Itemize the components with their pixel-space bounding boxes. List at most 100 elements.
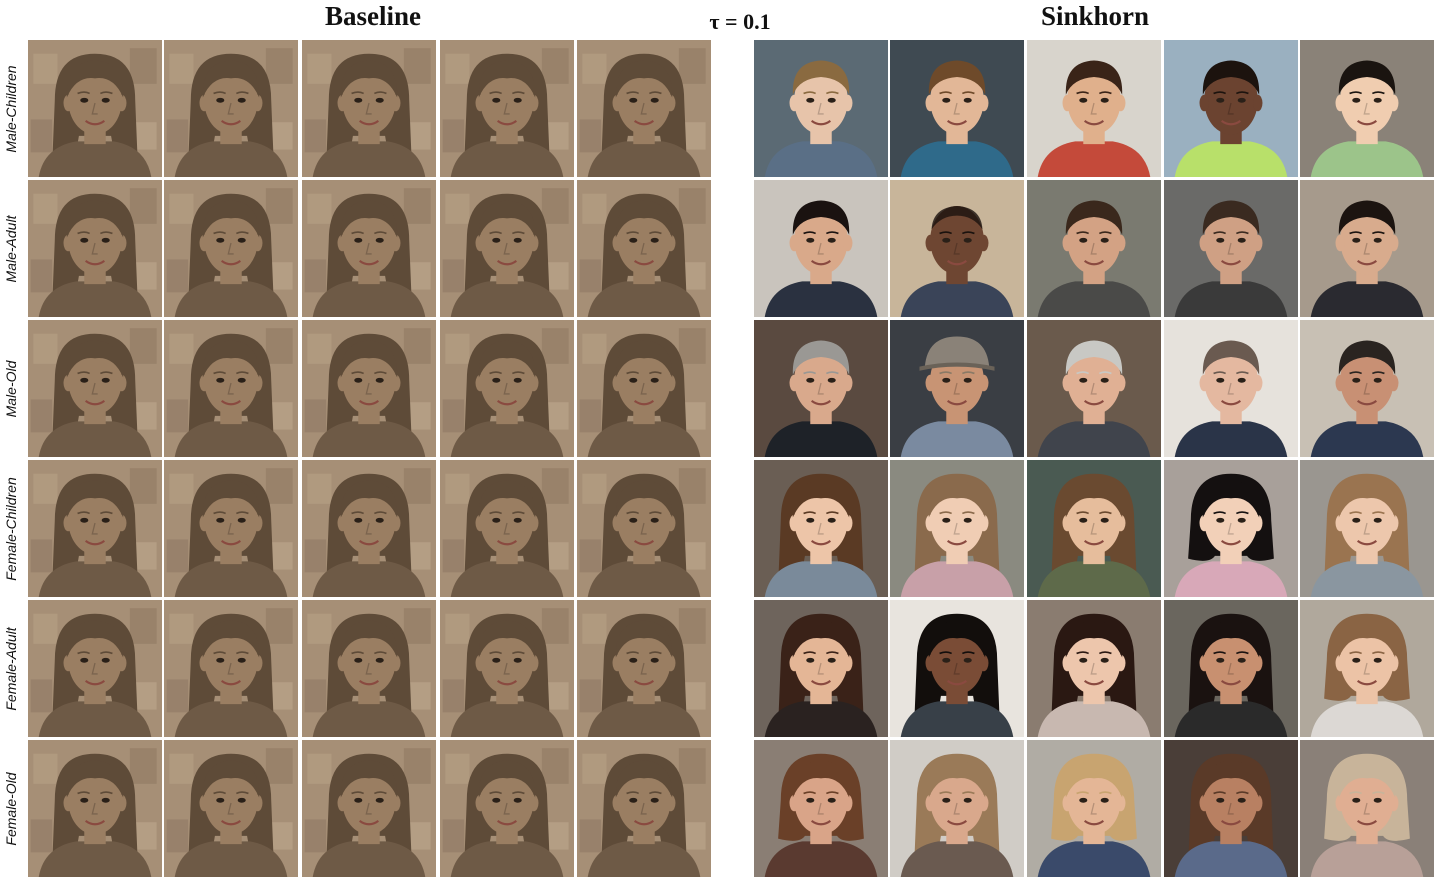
baseline-face-image-image xyxy=(164,460,298,597)
sinkhorn-face-image xyxy=(1164,180,1298,317)
sinkhorn-face-image-image xyxy=(1027,600,1161,737)
baseline-face-image-image xyxy=(28,740,162,877)
sinkhorn-face-image-image xyxy=(1164,600,1298,737)
baseline-face-image xyxy=(28,460,162,597)
sinkhorn-face-image-image xyxy=(1164,740,1298,877)
baseline-face-image xyxy=(302,40,436,177)
sinkhorn-heading: Sinkhorn xyxy=(1040,1,1150,31)
row-label: Female-Children xyxy=(0,460,22,597)
sinkhorn-face-image xyxy=(1027,740,1161,877)
row-label: Male-Children xyxy=(0,40,22,177)
baseline-face-image xyxy=(28,320,162,457)
baseline-face-image-image xyxy=(440,40,574,177)
sinkhorn-face-image-image xyxy=(1164,460,1298,597)
sinkhorn-face-image xyxy=(754,460,888,597)
baseline-face-image-image xyxy=(577,40,711,177)
sinkhorn-face-image xyxy=(754,600,888,737)
baseline-face-image-image xyxy=(28,460,162,597)
baseline-face-image-image xyxy=(577,320,711,457)
row-label-text: Female-Adult xyxy=(3,626,19,711)
sinkhorn-face-image xyxy=(1164,600,1298,737)
baseline-face-image xyxy=(577,320,711,457)
sinkhorn-face-image-image xyxy=(1027,40,1161,177)
sinkhorn-face-image xyxy=(1164,740,1298,877)
row-label: Female-Adult xyxy=(0,600,22,737)
baseline-face-image-image xyxy=(302,320,436,457)
sinkhorn-face-image xyxy=(754,40,888,177)
baseline-face-image-image xyxy=(164,600,298,737)
sinkhorn-face-image-image xyxy=(890,320,1024,457)
baseline-face-image xyxy=(164,180,298,317)
baseline-face-image-image xyxy=(164,180,298,317)
sinkhorn-face-image-image xyxy=(890,740,1024,877)
sinkhorn-face-image xyxy=(1300,600,1434,737)
sinkhorn-face-image xyxy=(754,320,888,457)
sinkhorn-face-image-image xyxy=(1300,320,1434,457)
baseline-face-image xyxy=(440,180,574,317)
baseline-heading: Baseline xyxy=(324,1,421,31)
sinkhorn-face-image-image xyxy=(890,40,1024,177)
sinkhorn-face-image xyxy=(890,320,1024,457)
baseline-face-image xyxy=(28,600,162,737)
baseline-face-image-image xyxy=(164,40,298,177)
sinkhorn-face-image-image xyxy=(890,180,1024,317)
baseline-face-image xyxy=(302,740,436,877)
baseline-face-image xyxy=(302,460,436,597)
sinkhorn-face-image-image xyxy=(1027,320,1161,457)
sinkhorn-face-image xyxy=(890,40,1024,177)
row-label-text: Male-Old xyxy=(3,360,19,417)
sinkhorn-face-image-image xyxy=(754,600,888,737)
baseline-face-image-image xyxy=(164,320,298,457)
sinkhorn-face-image xyxy=(1027,460,1161,597)
sinkhorn-face-image xyxy=(1300,460,1434,597)
sinkhorn-face-image xyxy=(1300,320,1434,457)
sinkhorn-face-image-image xyxy=(1300,600,1434,737)
baseline-face-image-image xyxy=(28,180,162,317)
baseline-face-image xyxy=(577,740,711,877)
row-label-text: Female-Children xyxy=(3,476,19,581)
sinkhorn-face-image xyxy=(1027,180,1161,317)
baseline-face-image-image xyxy=(302,460,436,597)
baseline-face-image xyxy=(164,600,298,737)
baseline-face-image xyxy=(164,740,298,877)
baseline-face-image xyxy=(164,460,298,597)
sinkhorn-face-image-image xyxy=(1300,40,1434,177)
baseline-face-image-image xyxy=(302,180,436,317)
row-label-text: Male-Adult xyxy=(3,215,19,282)
sinkhorn-face-image xyxy=(1027,600,1161,737)
sinkhorn-face-image xyxy=(1300,40,1434,177)
baseline-face-image xyxy=(302,320,436,457)
baseline-face-image xyxy=(440,40,574,177)
baseline-face-image-image xyxy=(164,740,298,877)
baseline-face-image xyxy=(577,600,711,737)
sinkhorn-face-image-image xyxy=(754,460,888,597)
sinkhorn-face-image xyxy=(890,600,1024,737)
sinkhorn-face-image xyxy=(1164,460,1298,597)
sinkhorn-face-image-image xyxy=(1027,740,1161,877)
sinkhorn-face-image xyxy=(1164,320,1298,457)
baseline-face-image-image xyxy=(577,460,711,597)
baseline-face-image xyxy=(302,180,436,317)
baseline-face-image-image xyxy=(440,740,574,877)
baseline-face-image-image xyxy=(577,600,711,737)
baseline-face-image xyxy=(28,740,162,877)
baseline-face-image-image xyxy=(577,180,711,317)
sinkhorn-face-image-image xyxy=(1164,180,1298,317)
baseline-face-image-image xyxy=(440,600,574,737)
baseline-face-image xyxy=(302,600,436,737)
sinkhorn-face-image xyxy=(754,740,888,877)
sinkhorn-face-image xyxy=(1027,320,1161,457)
sinkhorn-face-image xyxy=(890,460,1024,597)
baseline-face-image-image xyxy=(28,40,162,177)
row-label-text: Female-Old xyxy=(3,771,19,846)
row-label: Male-Adult xyxy=(0,180,22,317)
baseline-face-image-image xyxy=(28,320,162,457)
sinkhorn-face-image-image xyxy=(890,460,1024,597)
sinkhorn-face-image-image xyxy=(1300,460,1434,597)
baseline-face-image xyxy=(577,460,711,597)
sinkhorn-face-image-image xyxy=(1027,460,1161,597)
baseline-face-image xyxy=(440,320,574,457)
baseline-face-image xyxy=(440,740,574,877)
sinkhorn-face-image-image xyxy=(1027,180,1161,317)
baseline-face-image-image xyxy=(440,320,574,457)
